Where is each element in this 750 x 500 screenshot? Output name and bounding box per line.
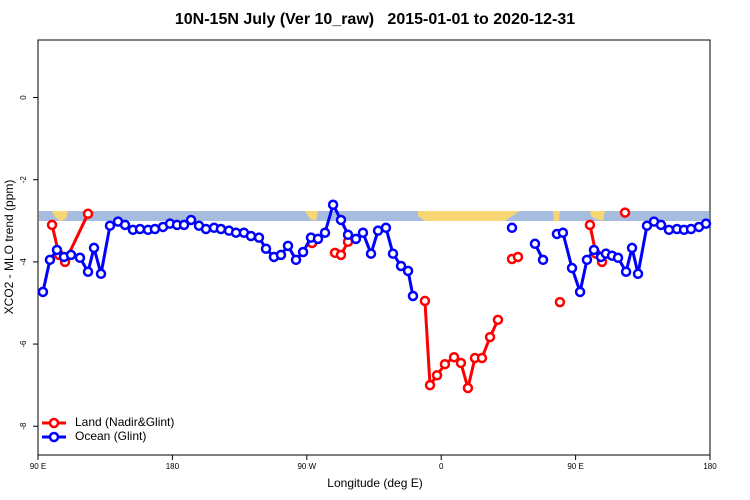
x-tick-label: 90 E: [567, 462, 583, 471]
series-line: [52, 213, 625, 388]
data-point: [88, 242, 100, 254]
data-point: [537, 254, 549, 266]
data-point: [619, 207, 631, 218]
data-point: [419, 295, 431, 307]
data-point: [282, 240, 294, 252]
y-tick-label: -6: [19, 340, 28, 348]
data-point: [484, 331, 496, 343]
data-point: [380, 222, 392, 234]
y-axis-label: XCO2 - MLO trend (ppm): [2, 180, 16, 315]
data-point: [492, 314, 504, 326]
data-point: [297, 246, 309, 258]
data-point: [581, 254, 593, 266]
data-point: [395, 260, 407, 272]
data-point: [529, 238, 541, 250]
data-point: [620, 266, 632, 277]
data-point: [476, 352, 488, 364]
data-point: [448, 351, 460, 363]
data-point: [365, 248, 377, 259]
plot-frame: [37, 39, 711, 456]
legend-marker: [48, 431, 60, 443]
data-point: [557, 227, 569, 238]
x-tick-label: 180: [703, 462, 717, 471]
data-point: [134, 223, 146, 235]
data-point: [387, 248, 399, 259]
x-tick-label: 90 W: [297, 462, 316, 471]
data-point: [335, 249, 347, 261]
data-point: [312, 233, 324, 245]
data-point: [82, 208, 94, 220]
data-point: [350, 233, 362, 245]
data-point: [402, 265, 414, 277]
data-point: [319, 227, 331, 238]
data-point: [431, 370, 443, 381]
data-point: [104, 220, 116, 231]
data-point: [357, 227, 369, 238]
data-point: [178, 219, 190, 231]
x-tick-label: 0: [439, 462, 444, 471]
legend-marker: [48, 417, 60, 429]
y-tick-label: -4: [19, 258, 28, 266]
x-tick-label: 180: [166, 462, 180, 471]
data-point: [455, 357, 467, 369]
data-point: [46, 219, 58, 231]
y-tick-label: -2: [19, 176, 28, 184]
legend-label: Land (Nadir&Glint): [75, 415, 174, 429]
data-point: [44, 254, 56, 266]
data-point: [424, 379, 436, 391]
data-point: [584, 219, 596, 231]
data-point: [588, 244, 600, 256]
data-point: [574, 286, 586, 298]
data-point: [554, 296, 566, 308]
data-point: [245, 230, 257, 242]
data-point: [65, 249, 77, 261]
data-point: [82, 266, 94, 277]
data-point: [335, 214, 347, 226]
data-point: [290, 254, 302, 266]
y-tick-label: 0: [19, 95, 28, 100]
data-point: [119, 219, 131, 231]
x-axis-label: Longitude (deg E): [327, 476, 422, 490]
data-point: [327, 199, 339, 211]
data-point: [342, 229, 354, 241]
data-point: [566, 262, 578, 274]
data-point: [37, 286, 49, 298]
data-point: [700, 218, 712, 229]
data-point: [260, 243, 272, 254]
data-point: [185, 214, 197, 226]
data-point: [407, 290, 419, 302]
data-point: [149, 223, 161, 235]
data-point: [655, 219, 667, 231]
data-point: [663, 224, 675, 236]
data-point: [200, 223, 212, 235]
data-point: [95, 268, 107, 280]
data-point: [51, 244, 63, 256]
legend-label: Ocean (Glint): [75, 429, 146, 443]
data-point: [215, 223, 227, 235]
chart-title: 10N-15N July (Ver 10_raw) 2015-01-01 to …: [175, 11, 575, 28]
map-strip: [39, 211, 709, 221]
data-point: [612, 252, 624, 264]
data-point: [275, 249, 287, 261]
data-point: [253, 232, 265, 243]
data-point: [626, 242, 638, 254]
data-point: [439, 358, 451, 370]
data-point: [74, 252, 86, 264]
data-point: [632, 268, 644, 280]
x-tick-label: 90 E: [30, 462, 46, 471]
data-point: [512, 251, 524, 263]
data-point: [462, 382, 474, 394]
data-point: [506, 222, 518, 234]
y-tick-label: -8: [19, 422, 28, 430]
